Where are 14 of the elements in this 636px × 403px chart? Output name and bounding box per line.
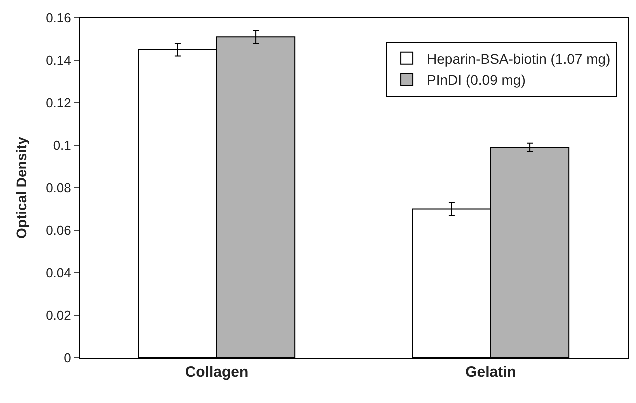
x-tick-label: Gelatin [466, 364, 516, 381]
y-tick-label: 0.1 [53, 138, 72, 154]
y-tick-label: 0.14 [46, 53, 72, 68]
y-axis-title: Optical Density [14, 136, 30, 239]
legend-label: PInDI (0.09 mg) [427, 72, 526, 88]
y-tick-label: 0.04 [46, 266, 72, 281]
y-tick-label: 0 [64, 350, 72, 366]
legend-label: Heparin-BSA-biotin (1.07 mg) [427, 50, 611, 67]
y-tick-label: 0.16 [46, 10, 72, 26]
y-tick-label: 0.08 [46, 180, 72, 196]
x-tick-label: Collagen [185, 364, 249, 381]
y-tick-label: 0.12 [46, 96, 72, 111]
y-tick-label: 0.02 [46, 308, 72, 324]
y-tick-label: 0.06 [46, 223, 72, 238]
